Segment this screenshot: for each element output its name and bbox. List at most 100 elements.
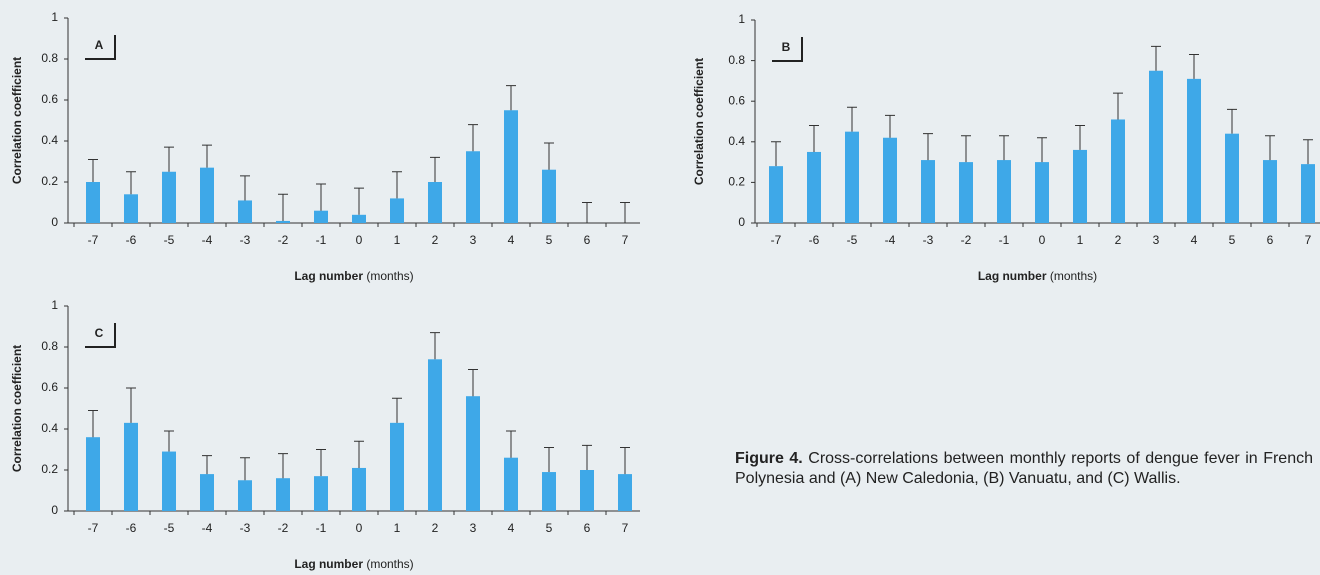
y-tick-label: 0.2 xyxy=(41,174,58,188)
y-tick-label: 0.6 xyxy=(728,93,745,107)
y-tick-label: 0 xyxy=(51,503,58,517)
error-bar xyxy=(771,141,781,167)
y-tick-label: 0.8 xyxy=(41,339,58,353)
x-tick-label: 7 xyxy=(622,233,629,247)
bar xyxy=(124,422,138,511)
x-tick-label: 4 xyxy=(508,233,515,247)
x-tick-label: -3 xyxy=(923,233,934,247)
error-bar xyxy=(544,142,554,170)
error-bar xyxy=(1303,139,1313,165)
error-bar xyxy=(278,193,288,221)
bar xyxy=(1225,133,1239,223)
error-bar xyxy=(430,332,440,360)
bar xyxy=(959,162,973,223)
x-tick-label: 6 xyxy=(584,521,591,535)
panel-label: C xyxy=(95,326,104,340)
error-bar xyxy=(1037,137,1047,163)
error-bar xyxy=(354,187,364,215)
x-tick-label: 6 xyxy=(584,233,591,247)
x-tick-label: 3 xyxy=(470,521,477,535)
error-bar xyxy=(316,449,326,477)
bar xyxy=(352,467,366,511)
x-tick-label: -2 xyxy=(961,233,972,247)
bar xyxy=(428,182,442,223)
bar xyxy=(390,198,404,223)
error-bar xyxy=(202,455,212,475)
y-tick-label: 0.4 xyxy=(41,133,58,147)
x-tick-label: 6 xyxy=(1267,233,1274,247)
error-bar xyxy=(1265,135,1275,161)
x-tick-label: 2 xyxy=(432,233,439,247)
bar xyxy=(845,131,859,223)
bar xyxy=(1263,160,1277,223)
x-axis-label: Lag number (months) xyxy=(978,269,1097,283)
x-tick-label: 5 xyxy=(546,233,553,247)
error-bar xyxy=(885,114,895,138)
bar xyxy=(769,166,783,223)
error-bar xyxy=(544,446,554,473)
bar xyxy=(124,194,138,223)
x-tick-label: -6 xyxy=(809,233,820,247)
error-bar xyxy=(164,146,174,172)
error-bar xyxy=(923,133,933,161)
y-tick-label: 0.2 xyxy=(41,462,58,476)
error-bar xyxy=(506,85,516,111)
error-bar xyxy=(847,106,857,132)
bar xyxy=(86,437,100,511)
x-tick-label: 1 xyxy=(394,521,401,535)
bar xyxy=(997,160,1011,223)
bar xyxy=(238,200,252,223)
bar xyxy=(883,137,897,223)
error-bar xyxy=(506,430,516,458)
error-bar xyxy=(126,171,136,195)
error-bar xyxy=(88,410,98,438)
y-tick-label: 0.2 xyxy=(728,175,745,189)
bar xyxy=(504,457,518,511)
x-tick-label: 0 xyxy=(356,521,363,535)
x-tick-label: -2 xyxy=(278,233,289,247)
error-bar xyxy=(1227,108,1237,134)
panel-label: A xyxy=(95,38,104,52)
x-tick-label: -6 xyxy=(126,521,137,535)
error-bar xyxy=(620,446,630,475)
error-bar xyxy=(88,158,98,182)
x-tick-label: -7 xyxy=(88,233,99,247)
y-tick-label: 0 xyxy=(738,215,745,229)
bar xyxy=(921,160,935,223)
bar xyxy=(314,210,328,223)
y-axis-label: Correlation coefficient xyxy=(10,345,24,472)
error-bar xyxy=(392,397,402,423)
x-tick-label: 2 xyxy=(1115,233,1122,247)
error-bar xyxy=(430,156,440,182)
bar xyxy=(504,110,518,223)
x-tick-label: -7 xyxy=(771,233,782,247)
error-bar xyxy=(164,430,174,452)
error-bar xyxy=(316,183,326,211)
x-tick-label: 4 xyxy=(508,521,515,535)
y-tick-label: 1 xyxy=(51,298,58,312)
error-bar xyxy=(240,457,250,481)
x-tick-label: -4 xyxy=(202,233,213,247)
bar xyxy=(390,422,404,511)
x-axis-label: Lag number (months) xyxy=(294,269,413,283)
error-bar xyxy=(1189,54,1199,79)
bar xyxy=(352,214,366,223)
error-bar xyxy=(620,202,630,223)
bar xyxy=(1073,149,1087,223)
bar xyxy=(466,396,480,511)
bar xyxy=(86,182,100,223)
error-bar xyxy=(468,369,478,397)
x-tick-label: -1 xyxy=(316,521,327,535)
x-tick-label: -5 xyxy=(847,233,858,247)
x-tick-label: 0 xyxy=(1039,233,1046,247)
panel-label: B xyxy=(782,40,791,54)
x-tick-label: 2 xyxy=(432,521,439,535)
x-tick-label: -4 xyxy=(202,521,213,535)
y-tick-label: 0.6 xyxy=(41,380,58,394)
caption-text: Cross-correlations between monthly repor… xyxy=(735,450,1313,487)
x-tick-label: 7 xyxy=(1305,233,1312,247)
bar xyxy=(466,151,480,223)
x-tick-label: -1 xyxy=(999,233,1010,247)
bar xyxy=(542,169,556,223)
